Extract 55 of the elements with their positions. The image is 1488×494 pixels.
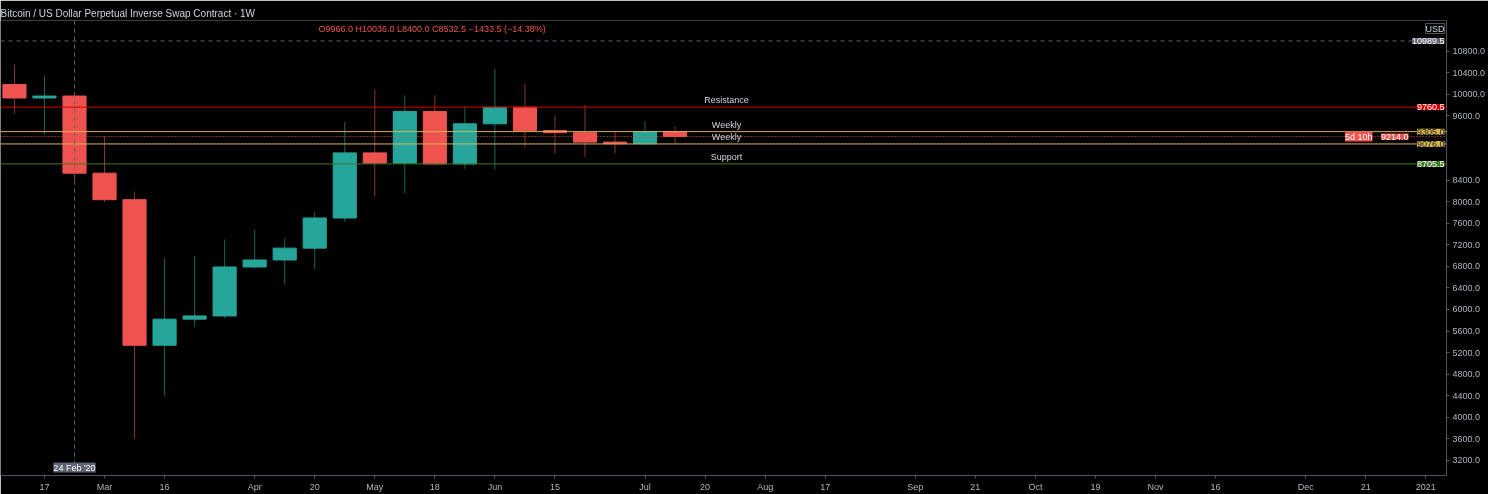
x-tick-label: Oct (1028, 481, 1043, 492)
y-tick-label: 3600.0 (1452, 433, 1481, 444)
x-tick-label: Nov (1147, 481, 1165, 492)
y-tick-label: 9600.0 (1452, 110, 1481, 121)
x-tick-label: 21 (1360, 481, 1371, 492)
x-tick-label: 16 (1210, 481, 1221, 492)
ref-line-label: 9214.0 (1380, 131, 1409, 142)
annotation: Weekly (711, 131, 742, 142)
y-tick-label: 6800.0 (1452, 261, 1481, 272)
x-tick-label: 20 (309, 481, 320, 492)
y-tick-label: 10400.0 (1452, 67, 1486, 78)
annotation: 5d 10h (1344, 131, 1373, 142)
y-tick-label: 4400.0 (1452, 390, 1481, 401)
ref-line-label: 9305.0 (1416, 126, 1445, 137)
x-tick-label: Jul (639, 481, 651, 492)
y-tick-label: 5200.0 (1452, 347, 1481, 358)
ref-line-label: 8705.5 (1416, 158, 1445, 169)
x-tick-label: 20 (700, 481, 711, 492)
annotation: Resistance (704, 95, 749, 106)
x-tick-label: 21 (970, 481, 981, 492)
y-tick-label: 10000.0 (1452, 89, 1486, 100)
annotation: Weekly (711, 119, 742, 130)
y-tick-label: 7600.0 (1452, 218, 1481, 229)
y-tick-label: 6400.0 (1452, 282, 1481, 293)
x-tick-label: May (366, 481, 384, 492)
x-tick-label: Jun (487, 481, 503, 492)
y-tick-label: 5600.0 (1452, 326, 1481, 337)
x-tick-label: 17 (39, 481, 50, 492)
chart-title: Bitcoin / US Dollar Perpetual Inverse Swap Contract · 1W (0, 8, 256, 19)
ref-line-label: 24 Feb '20 (53, 462, 96, 473)
y-tick-label: 7200.0 (1452, 239, 1481, 250)
x-tick-label: 18 (429, 481, 440, 492)
ref-line-label: 9076.0 (1416, 138, 1445, 149)
annotation: O9966.0 H10036.0 L8400.0 C8532.5 −1433.5 (−14.38%) (318, 23, 546, 34)
x-tick-label: 19 (1090, 481, 1101, 492)
x-tick-label: 16 (159, 481, 170, 492)
y-tick-label: 8400.0 (1452, 175, 1481, 186)
x-tick-label: Apr (247, 481, 262, 492)
ref-line-label: 9760.5 (1416, 102, 1445, 113)
x-tick-label: 17 (820, 481, 831, 492)
x-tick-label: Mar (96, 481, 113, 492)
x-tick-label: 15 (549, 481, 560, 492)
annotation: Support (710, 151, 743, 162)
x-tick-label: Sep (907, 481, 924, 492)
y-tick-label: 6000.0 (1452, 304, 1481, 315)
x-tick-label: Dec (1297, 481, 1315, 492)
x-tick-label: 2021 (1415, 481, 1436, 492)
y-tick-label: 8000.0 (1452, 196, 1481, 207)
y-tick-label: 4000.0 (1452, 412, 1481, 423)
ref-line-label: 10989.5 (1411, 35, 1445, 46)
y-tick-label: 10800.0 (1452, 46, 1486, 57)
y-tick-label: 3200.0 (1452, 455, 1481, 466)
x-tick-label: Aug (757, 481, 774, 492)
y-tick-label: 4800.0 (1452, 369, 1481, 380)
y-axis-title: USD (1425, 23, 1445, 34)
